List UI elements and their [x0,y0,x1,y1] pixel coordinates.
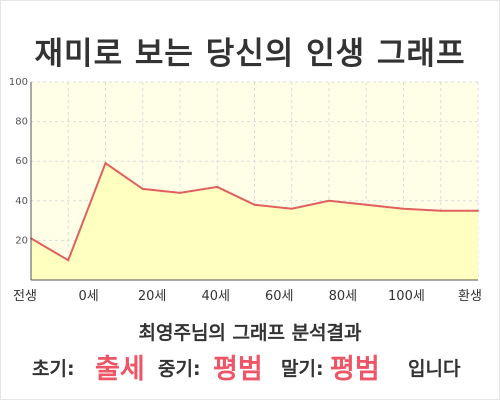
result-suffix: 입니다 [408,358,461,380]
data-point [253,203,256,206]
data-point [216,185,219,188]
late-value: 평범 [330,354,380,385]
late-label: 말기: [281,358,324,380]
x-tick-label: 100세 [388,289,425,304]
area-fill [31,163,478,280]
x-tick-label: 80세 [329,289,358,304]
data-point [477,209,479,212]
y-tick-label: 100 [9,77,28,88]
analysis-subtitle: 최영주님의 그래프 분석결과 [138,322,362,344]
data-point [290,207,293,210]
early-value: 출세 [95,354,145,385]
data-point [141,187,144,190]
area-layer [30,161,479,280]
y-tick-label: 60 [15,156,28,167]
data-point [104,162,107,165]
axis-layer [30,82,478,281]
early-label: 초기: [32,358,75,380]
data-point [328,199,330,202]
x-tick-label: 환생 [458,289,482,304]
x-tick-label: 전생 [13,289,37,304]
data-point [67,259,70,262]
x-tick-label: 20세 [138,289,167,304]
mid-value: 평범 [213,354,263,385]
y-tick-label: 20 [15,235,28,246]
analysis-result: 초기: 출세 중기: 평범 말기: 평범 입니다 [0,342,500,385]
label-layer: 20 40 60 80 100 전생 0세 20세 40세 60세 80세 100세 환생 [9,77,482,304]
y-tick-label: 40 [15,196,28,207]
y-tick-label: 80 [15,117,28,128]
data-point [439,209,442,212]
chart-title: 재미로 보는 당신의 인생 그래프 [34,36,466,72]
data-point [179,191,181,194]
mid-label: 중기: [158,358,201,380]
data-point [402,207,405,210]
x-tick-label: 60세 [265,289,294,304]
x-tick-label: 0세 [78,289,98,304]
data-point [365,203,368,206]
x-tick-label: 40세 [201,289,230,304]
